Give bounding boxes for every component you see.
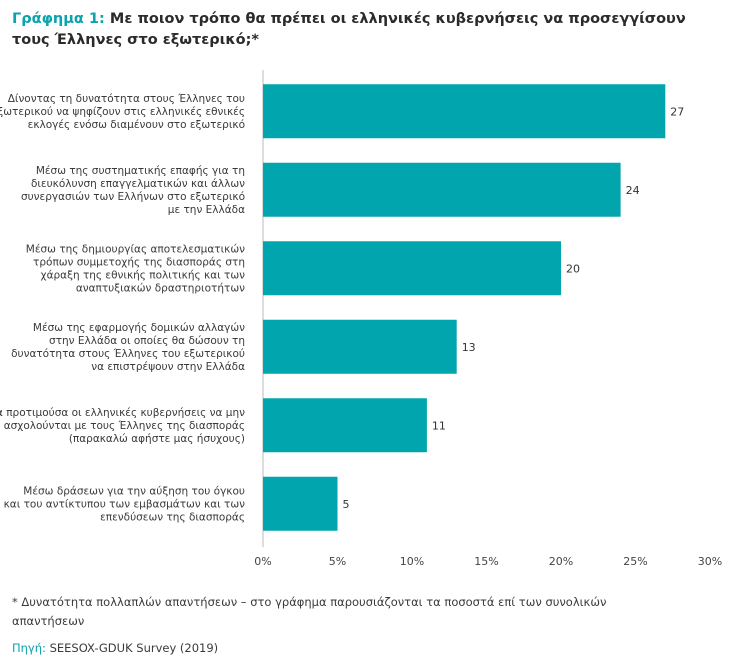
category-label-1: Μέσω της συστηματικής επαφής για τη διευκ… <box>21 165 245 216</box>
source-line: Πηγή: SEESOX-GDUK Survey (2019) <box>12 641 218 655</box>
x-tick-label-0: 0% <box>254 555 271 568</box>
chart-title: Γράφημα 1: Με ποιον τρόπο θα πρέπει οι ε… <box>12 9 702 51</box>
bar-value-label-5: 5 <box>343 498 350 511</box>
x-tick-label-5: 25% <box>623 555 647 568</box>
x-tick-label-3: 15% <box>474 555 498 568</box>
x-tick-label-4: 20% <box>549 555 573 568</box>
x-tick-label-1: 5% <box>329 555 346 568</box>
bar-1 <box>263 162 621 217</box>
x-tick-label-6: 30% <box>698 555 722 568</box>
chart-title-text: Με ποιον τρόπο θα πρέπει οι ελληνικές κυ… <box>12 11 686 48</box>
category-label-0: Δίνοντας τη δυνατότητα στους Έλληνες του… <box>0 93 245 131</box>
bar-5 <box>263 476 338 531</box>
source-text: SEESOX-GDUK Survey (2019) <box>49 641 219 655</box>
source-label: Πηγή: <box>12 641 46 655</box>
category-label-5: Μέσω δράσεων για την αύξηση του όγκου και… <box>4 485 246 523</box>
bar-value-label-0: 27 <box>670 105 684 118</box>
x-tick-label-2: 10% <box>400 555 424 568</box>
bar-3 <box>263 319 457 374</box>
bar-2 <box>263 241 561 296</box>
footnote: * Δυνατότητα πολλαπλών απαντήσεων – στο … <box>12 595 607 628</box>
bar-value-label-2: 20 <box>566 262 580 275</box>
bar-chart: 27 Δίνοντας τη δυνατότητα στους Έλληνες τ… <box>0 70 722 568</box>
bar-4 <box>263 398 427 453</box>
bar-value-label-1: 24 <box>626 184 640 197</box>
chart-title-prefix: Γράφημα 1: <box>12 11 105 27</box>
bar-value-label-3: 13 <box>462 341 476 354</box>
bar-value-label-4: 11 <box>432 419 446 432</box>
bar-0 <box>263 84 666 139</box>
category-label-2: Μέσω της δημιουργίας αποτελεσματικών τρόπ… <box>26 243 245 294</box>
category-label-4: Θα προτιμούσα οι ελληνικές κυβερνήσεις ν… <box>0 407 245 445</box>
category-label-3: Μέσω της εφαρμογής δομικών αλλαγών στην Ε… <box>11 322 245 373</box>
